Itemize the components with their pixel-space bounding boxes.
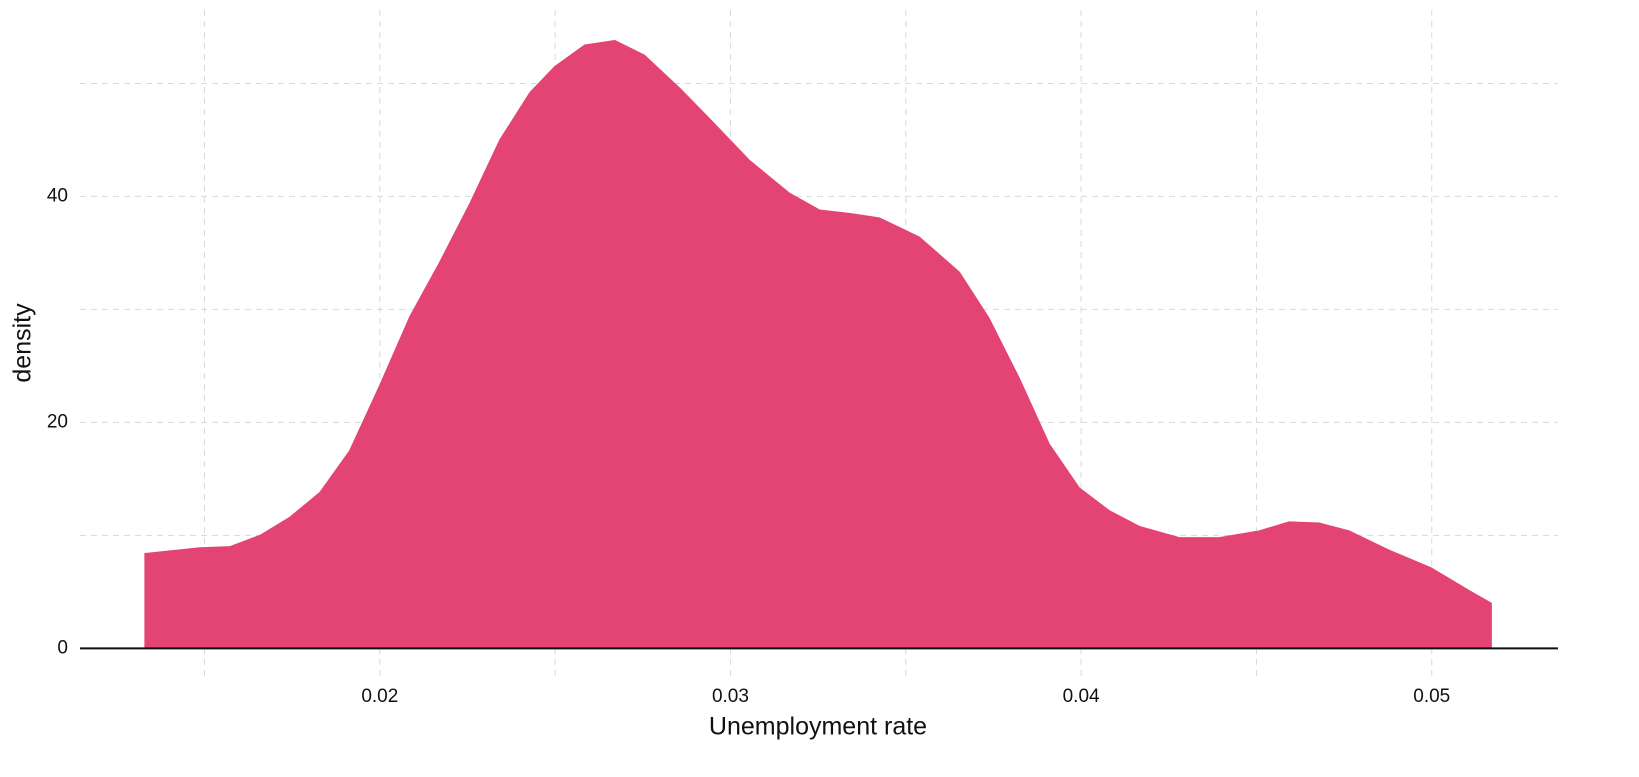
x-tick-label: 0.04 xyxy=(1063,686,1100,707)
y-tick-label: 20 xyxy=(47,411,68,432)
density-area xyxy=(144,40,1492,649)
x-tick-label: 0.02 xyxy=(361,686,398,707)
y-tick-label: 0 xyxy=(57,637,68,658)
x-tick-label: 0.03 xyxy=(712,686,749,707)
x-axis-title: Unemployment rate xyxy=(709,713,927,741)
x-tick-label: 0.05 xyxy=(1413,686,1450,707)
y-axis-title: density xyxy=(9,303,37,383)
y-tick-label: 40 xyxy=(47,185,68,206)
